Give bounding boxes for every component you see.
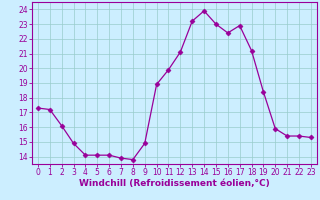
X-axis label: Windchill (Refroidissement éolien,°C): Windchill (Refroidissement éolien,°C) bbox=[79, 179, 270, 188]
